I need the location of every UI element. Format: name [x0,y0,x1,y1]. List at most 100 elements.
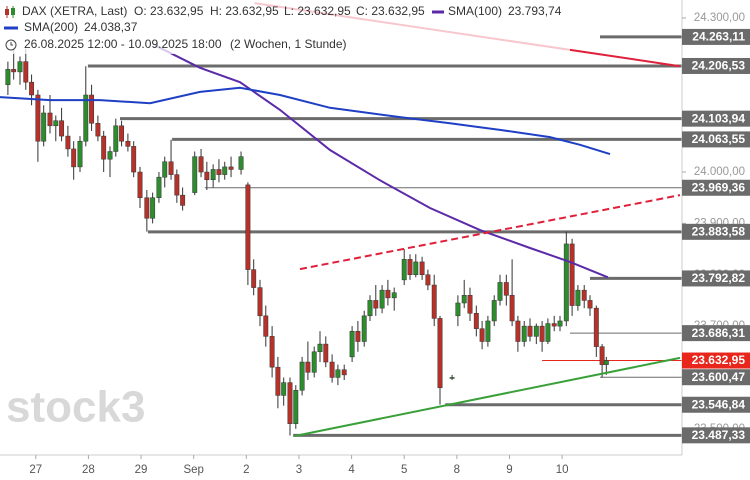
candle-body [216,169,222,175]
candle-body [41,112,47,142]
price-label: 23.632,95 [692,353,746,367]
price-label: 23.792,82 [692,271,746,285]
candle-body [385,289,391,299]
header: DAX (XETRA, Last) O: 23.632,95 H: 23.632… [0,0,570,54]
candle-body [65,135,71,150]
candle-body [263,315,269,337]
candle-body [587,300,593,309]
high-value: H: 23.632,95 [210,4,279,18]
candle-body [299,361,305,391]
legend-label: SMA(100) [448,4,502,18]
candle-body [467,295,473,314]
candle-body [437,318,443,388]
candle-body [341,369,347,376]
candle-body [367,300,373,317]
candle-body [5,69,11,85]
x-tick-label: 10 [556,464,569,476]
x-tick-label: 8 [454,464,460,476]
candle-body [210,169,216,180]
candle-body [17,61,23,73]
x-tick-label: 4 [348,464,355,476]
candle-body [379,289,385,309]
candle-body [119,125,125,142]
candle-body [245,184,251,270]
candle-body [329,361,335,378]
candle-body [311,351,317,373]
watermark-layer: stock3 [6,383,145,432]
candle-body [503,282,509,296]
candle-body [575,289,581,306]
candle-body [23,61,29,83]
candle-body [238,156,244,170]
candle-body [305,361,311,373]
icon-part [5,9,9,15]
price-label: 23.546,84 [692,397,746,411]
candle-body [180,194,186,206]
price-label-box [682,325,750,342]
price-label: 24.263,11 [692,30,745,44]
price-label-box [682,270,750,287]
candle-body [293,390,299,424]
candle-body [461,295,467,304]
price-label: 24.103,94 [692,111,746,125]
candle-body [491,300,497,322]
candle-body [407,259,413,275]
candle-body [29,81,35,96]
candle-body [425,274,431,286]
candle-body [125,140,131,147]
trend-line [299,194,681,271]
candle-body [479,328,485,342]
candle-body [150,197,156,219]
candle-body [335,369,341,378]
price-label-box [682,179,750,196]
low-value: L: 23.632,95 [284,4,351,18]
candle-body [521,325,527,342]
price-label-box [682,57,750,74]
x-tick-label: 28 [82,464,95,476]
candle-body [455,302,461,317]
clock-icon [5,39,17,51]
candle-body [391,292,397,299]
icon-part [10,42,13,46]
trend-line [294,356,681,437]
candle-body [449,377,455,379]
candle-body [71,148,77,168]
x-tick-label: 3 [296,464,302,476]
x-tick-label: 9 [506,464,512,476]
price-label: 23.686,31 [692,326,746,340]
candle-body [539,325,545,342]
candle-body [198,156,204,173]
symbol: DAX (XETRA, Last) [22,4,127,18]
candle-body [47,112,53,127]
candle-body [174,174,180,196]
candle-body [527,325,533,337]
price-label-box [682,396,750,413]
x-tick-label: 5 [401,464,407,476]
candle-body [204,171,210,180]
candle-body [53,120,59,127]
candle-body [563,243,569,322]
candle-body [168,161,174,175]
candle-body [373,300,379,309]
price-label: 24.206,53 [692,59,746,73]
x-tick-label: Sep [183,464,203,476]
price-label-box [682,427,750,444]
open-value: O: 23.632,95 [134,4,204,18]
candle-body [192,156,198,193]
candle-body [401,259,407,281]
candle-body [59,120,65,137]
candle-body [113,125,119,152]
candle-body [269,336,275,368]
candle-body [317,343,323,353]
x-tick-label: 2 [243,464,249,476]
candle-body [603,360,609,365]
candle-body [361,315,367,342]
price-label: 23.600,47 [692,370,746,384]
price-label-box [682,131,750,148]
candle-body [83,94,89,142]
price-label-box [682,110,750,127]
y-tick-label: 24.300,00 [694,12,745,24]
